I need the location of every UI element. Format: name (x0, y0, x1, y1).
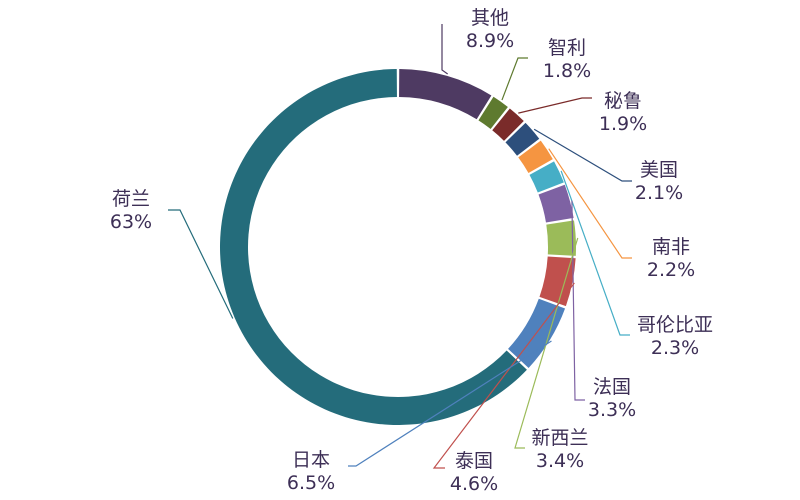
slice-0 (399, 69, 492, 120)
slice-6 (538, 184, 574, 223)
slice-7 (546, 220, 576, 256)
slice-label-name-5: 哥伦比亚 (637, 314, 713, 336)
slice-label-value-10: 63% (110, 211, 152, 233)
slice-label-name-1: 智利 (548, 37, 586, 59)
slice-label-name-0: 其他 (471, 7, 509, 29)
leader-line-9 (348, 340, 552, 467)
slices-group (220, 69, 576, 426)
leader-lines-group (168, 24, 632, 469)
leader-line-5 (560, 170, 630, 336)
slice-label-value-8: 4.6% (450, 473, 498, 495)
slice-label-value-6: 3.3% (588, 399, 636, 421)
slice-label-name-8: 泰国 (455, 450, 493, 472)
slice-1 (478, 96, 508, 129)
slice-label-value-0: 8.9% (466, 30, 514, 52)
leader-line-1 (501, 57, 528, 101)
leader-line-10 (168, 209, 234, 319)
leader-line-8 (432, 282, 575, 469)
leader-line-6 (571, 200, 585, 401)
slice-label-name-9: 日本 (292, 449, 330, 471)
slice-label-name-6: 法国 (593, 376, 631, 398)
slice-label-value-7: 3.4% (536, 450, 584, 472)
slice-label-name-10: 荷兰 (112, 188, 150, 210)
slice-2 (492, 108, 524, 141)
leader-line-7 (514, 237, 579, 449)
leader-line-0 (441, 24, 449, 75)
slice-label-name-7: 新西兰 (531, 427, 588, 449)
slice-label-value-1: 1.8% (543, 60, 591, 82)
slice-label-name-4: 南非 (652, 236, 690, 258)
slice-label-value-5: 2.3% (651, 337, 699, 359)
leader-line-2 (518, 97, 592, 114)
slice-label-value-2: 1.9% (599, 113, 647, 135)
slice-10 (220, 69, 527, 426)
slice-5 (529, 161, 564, 193)
slice-label-value-4: 2.2% (647, 259, 695, 281)
slice-3 (505, 122, 540, 156)
slice-label-name-3: 美国 (640, 159, 678, 181)
slice-label-name-2: 秘鲁 (604, 90, 642, 112)
slice-label-value-3: 2.1% (635, 182, 683, 204)
slice-label-value-9: 6.5% (287, 472, 335, 494)
slice-4 (518, 140, 553, 173)
leader-line-3 (533, 128, 632, 182)
leader-line-4 (548, 148, 632, 259)
